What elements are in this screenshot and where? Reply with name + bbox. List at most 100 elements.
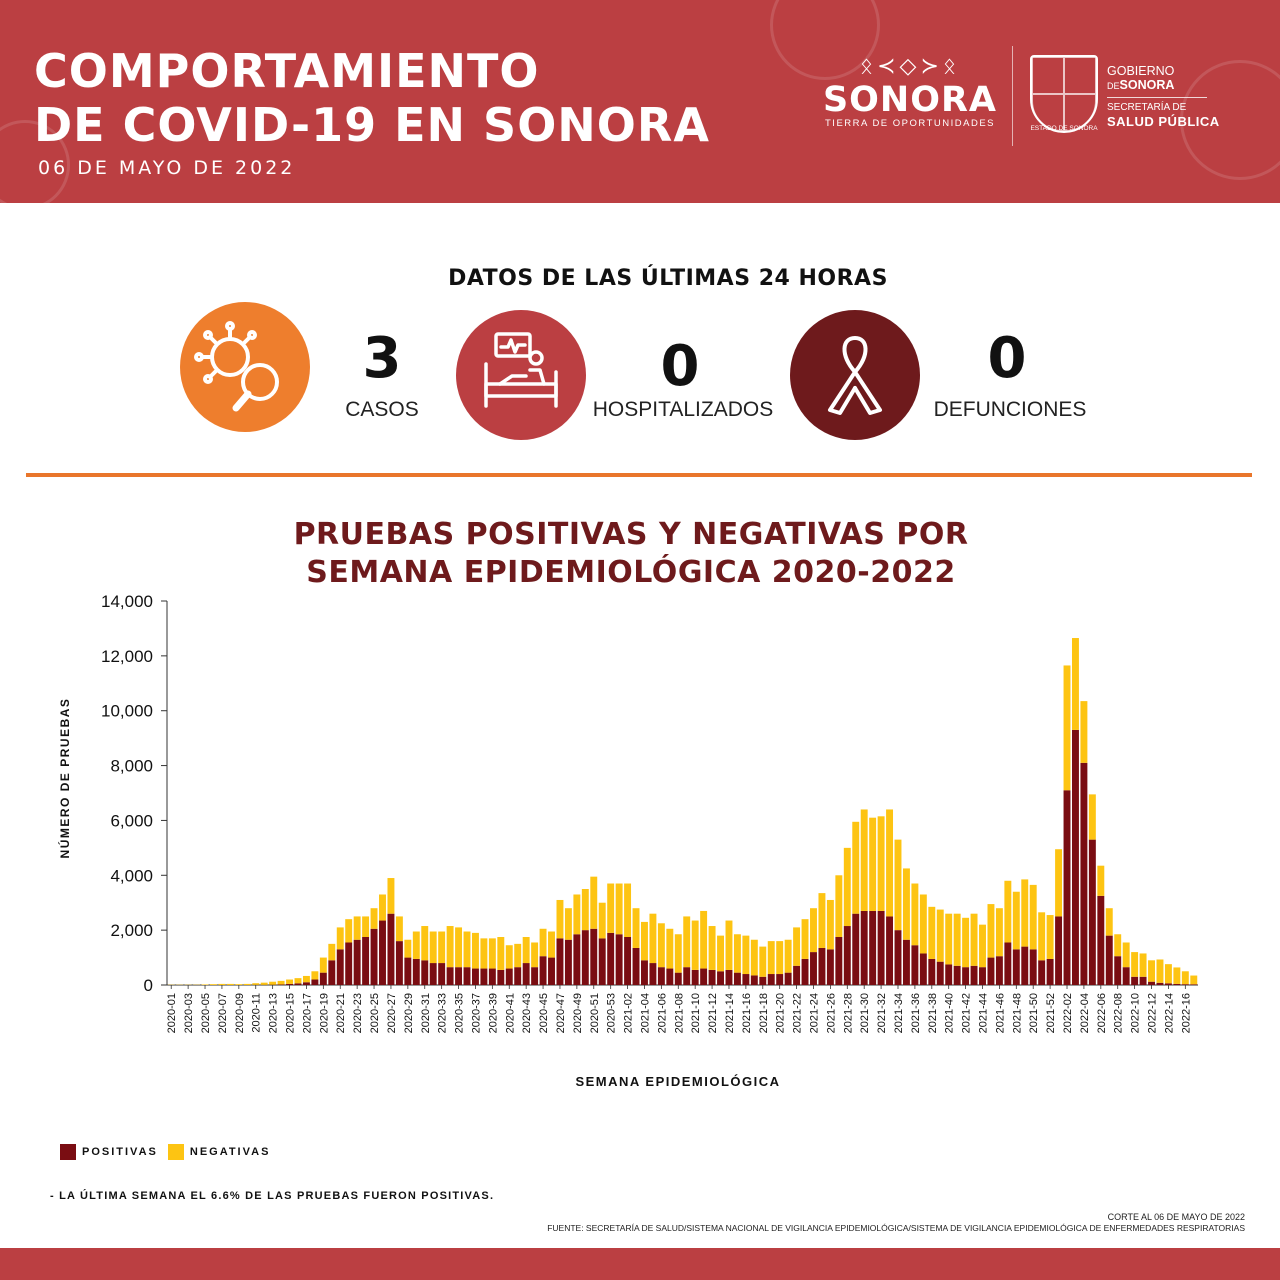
bar-negative <box>1088 794 1096 840</box>
bar-positive <box>362 937 370 985</box>
page-title: COMPORTAMIENTO DE COVID-19 EN SONORA <box>34 44 710 152</box>
gov-rule <box>1107 97 1207 98</box>
bar-positive <box>928 958 936 985</box>
bar-positive <box>1097 895 1105 985</box>
bar-positive <box>531 967 539 985</box>
bar-positive <box>869 910 877 985</box>
bar-negative <box>759 946 767 977</box>
bar-negative <box>860 809 868 911</box>
deaths-label: DEFUNCIONES <box>933 398 1087 421</box>
bar-negative <box>936 909 944 962</box>
y-tick-label: 6,000 <box>110 811 153 830</box>
stats-heading: DATOS DE LAS ÚLTIMAS 24 HORAS <box>448 266 888 291</box>
gov-line3: SECRETARÍA DE <box>1107 102 1187 113</box>
x-tick-label: 2021-10 <box>690 993 702 1033</box>
x-tick-label: 2020-43 <box>521 993 533 1033</box>
bar-positive <box>691 969 699 985</box>
bar-positive <box>573 934 581 985</box>
chart-title-line2: SEMANA EPIDEMIOLÓGICA 2020-2022 <box>306 555 956 590</box>
bar-positive <box>1029 949 1037 985</box>
x-tick-label: 2020-49 <box>572 993 584 1033</box>
bar-negative <box>564 908 572 940</box>
y-axis-label: NÚMERO DE PRUEBAS <box>58 697 72 859</box>
cases-icon <box>180 302 310 432</box>
x-tick-label: 2021-36 <box>910 993 922 1033</box>
logo-divider <box>1012 46 1013 146</box>
x-tick-label: 2022-12 <box>1147 993 1159 1033</box>
x-tick-label: 2020-13 <box>268 993 280 1033</box>
x-tick-label: 2021-48 <box>1011 993 1023 1033</box>
bar-positive <box>1164 983 1172 985</box>
bar-negative <box>218 983 226 985</box>
chart-title-line1: PRUEBAS POSITIVAS Y NEGATIVAS POR <box>293 517 969 552</box>
bar-positive <box>590 928 598 985</box>
bar-negative <box>852 821 860 914</box>
bar-positive <box>911 945 919 985</box>
bar-positive <box>488 968 496 985</box>
bar-negative <box>1038 912 1046 961</box>
bar-positive <box>598 938 606 985</box>
bar-negative <box>548 931 555 958</box>
bar-negative <box>911 883 919 946</box>
bar-negative <box>531 942 539 968</box>
bar-negative <box>556 899 564 939</box>
logo-word: SONORA <box>822 80 998 120</box>
crest-label: ESTADO DE SONORA <box>1030 125 1098 132</box>
bar-negative <box>793 927 801 966</box>
bar-positive <box>607 932 615 985</box>
crest-quadrant <box>1064 57 1096 94</box>
bar-negative <box>877 816 885 911</box>
x-tick-label: 2021-04 <box>639 993 651 1033</box>
bar-positive <box>1131 976 1139 985</box>
bar-positive <box>953 965 961 985</box>
bar-positive <box>776 974 784 985</box>
bar-negative <box>598 902 606 939</box>
gov-line2-small: DE <box>1107 81 1120 91</box>
bar-negative <box>438 931 446 964</box>
x-tick-label: 2020-19 <box>318 993 330 1033</box>
bar-positive <box>641 960 648 985</box>
bar-negative <box>674 934 682 973</box>
legend-negative: NEGATIVAS <box>167 1144 271 1160</box>
bar-positive <box>286 983 294 985</box>
bar-positive <box>1139 976 1147 985</box>
bar-negative <box>1156 959 1164 983</box>
x-tick-label: 2020-01 <box>166 993 178 1033</box>
bar-positive <box>742 974 750 985</box>
x-tick-label: 2021-52 <box>1045 993 1057 1033</box>
positivity-note: - LA ÚLTIMA SEMANA EL 6.6% DE LAS PRUEBA… <box>50 1190 495 1202</box>
bar-negative <box>311 971 319 980</box>
x-tick-label: 2021-16 <box>741 993 753 1033</box>
bar-negative <box>319 957 327 973</box>
bar-negative <box>480 938 488 969</box>
bar-negative <box>294 978 302 984</box>
bar-negative <box>1173 967 1181 984</box>
x-tick-label: 2021-38 <box>927 993 939 1033</box>
bar-negative <box>446 926 454 968</box>
bar-positive <box>1088 839 1096 985</box>
report-date: 06 DE MAYO DE 2022 <box>38 157 296 179</box>
legend-label-negative: NEGATIVAS <box>189 1146 271 1158</box>
bar-negative <box>1063 665 1071 791</box>
bar-positive <box>666 968 674 985</box>
bar-positive <box>818 947 826 985</box>
x-tick-label: 2021-44 <box>978 993 990 1033</box>
bar-negative <box>725 920 733 970</box>
x-tick-label: 2020-09 <box>234 993 246 1033</box>
x-tick-label: 2020-29 <box>403 993 415 1033</box>
bar-negative <box>269 981 277 985</box>
x-tick-label: 2020-35 <box>454 993 466 1033</box>
bar-negative <box>1080 701 1088 763</box>
bar-positive <box>750 975 758 985</box>
y-tick-label: 10,000 <box>101 702 153 721</box>
bar-positive <box>1004 942 1012 985</box>
bar-positive <box>945 964 953 985</box>
ribbon-icon <box>790 310 920 440</box>
bar-positive <box>522 963 530 985</box>
bar-positive <box>455 967 463 985</box>
bar-negative <box>1122 942 1130 968</box>
x-tick-label: 2020-07 <box>217 993 229 1033</box>
x-tick-label: 2020-21 <box>335 993 347 1033</box>
bar-negative <box>607 883 615 933</box>
x-tick-label: 2020-39 <box>487 993 499 1033</box>
